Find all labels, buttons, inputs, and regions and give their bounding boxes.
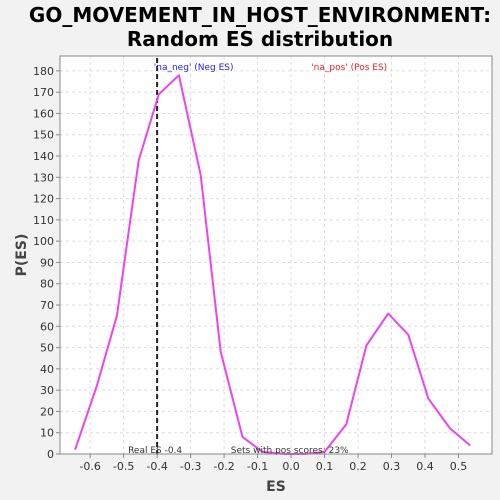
y-tick-label: 70 bbox=[40, 299, 54, 312]
y-tick-label: 170 bbox=[33, 86, 54, 99]
y-tick-label: 0 bbox=[47, 448, 54, 461]
plot-border bbox=[59, 55, 493, 455]
y-tick-label: 140 bbox=[33, 150, 54, 163]
x-tick-label: -0.3 bbox=[180, 460, 201, 473]
chart-title-line-2: Random ES distribution bbox=[127, 27, 393, 51]
y-tick-label: 60 bbox=[40, 320, 54, 333]
x-axis-ticks: -0.6 -0.5 -0.4 -0.3 -0.2 -0.1 0.0 0.1 0.2 0.3 0.4 0… bbox=[79, 454, 467, 473]
x-tick-label: 0.1 bbox=[316, 460, 334, 473]
y-axis-ticks: 0 10 20 30 40 50 60 70 80 90 100 110 120 130 140 150 160… bbox=[33, 65, 60, 461]
y-tick-label: 150 bbox=[33, 129, 54, 142]
y-tick-label: 10 bbox=[40, 427, 54, 440]
plot-area bbox=[60, 56, 492, 454]
x-tick-label: 0.2 bbox=[349, 460, 367, 473]
y-tick-label: 30 bbox=[40, 384, 54, 397]
x-tick-label: 0.5 bbox=[450, 460, 468, 473]
x-tick-label: -0.2 bbox=[213, 460, 234, 473]
y-tick-label: 50 bbox=[40, 342, 54, 355]
y-tick-label: 160 bbox=[33, 107, 54, 120]
y-tick-label: 20 bbox=[40, 405, 54, 418]
chart-title-line-1: GO_MOVEMENT_IN_HOST_ENVIRONMENT: bbox=[29, 3, 491, 27]
annotation-neg-es: 'na_neg' (Neg ES) bbox=[154, 63, 234, 73]
annotation-sets-pos-scores: Sets with pos scores: 23% bbox=[231, 446, 349, 456]
y-tick-label: 110 bbox=[33, 214, 54, 227]
y-tick-label: 130 bbox=[33, 171, 54, 184]
x-tick-label: 0.0 bbox=[282, 460, 300, 473]
x-axis-label: ES bbox=[266, 479, 286, 495]
x-tick-label: -0.5 bbox=[113, 460, 134, 473]
x-tick-label: -0.1 bbox=[247, 460, 268, 473]
series-line bbox=[74, 74, 471, 455]
x-tick-label: -0.6 bbox=[79, 460, 100, 473]
y-tick-label: 40 bbox=[40, 363, 54, 376]
y-tick-label: 100 bbox=[33, 235, 54, 248]
y-tick-label: 120 bbox=[33, 193, 54, 206]
y-tick-label: 90 bbox=[40, 256, 54, 269]
y-tick-label: 80 bbox=[40, 278, 54, 291]
x-tick-label: -0.4 bbox=[146, 460, 167, 473]
annotation-pos-es: 'na_pos' (Pos ES) bbox=[311, 63, 387, 73]
x-tick-label: 0.3 bbox=[383, 460, 401, 473]
series-layer bbox=[74, 74, 471, 455]
y-tick-label: 180 bbox=[33, 65, 54, 78]
y-axis-label: P(ES) bbox=[14, 234, 30, 277]
x-tick-label: 0.4 bbox=[416, 460, 434, 473]
annotation-real-es: Real ES -0.4 bbox=[128, 446, 182, 456]
